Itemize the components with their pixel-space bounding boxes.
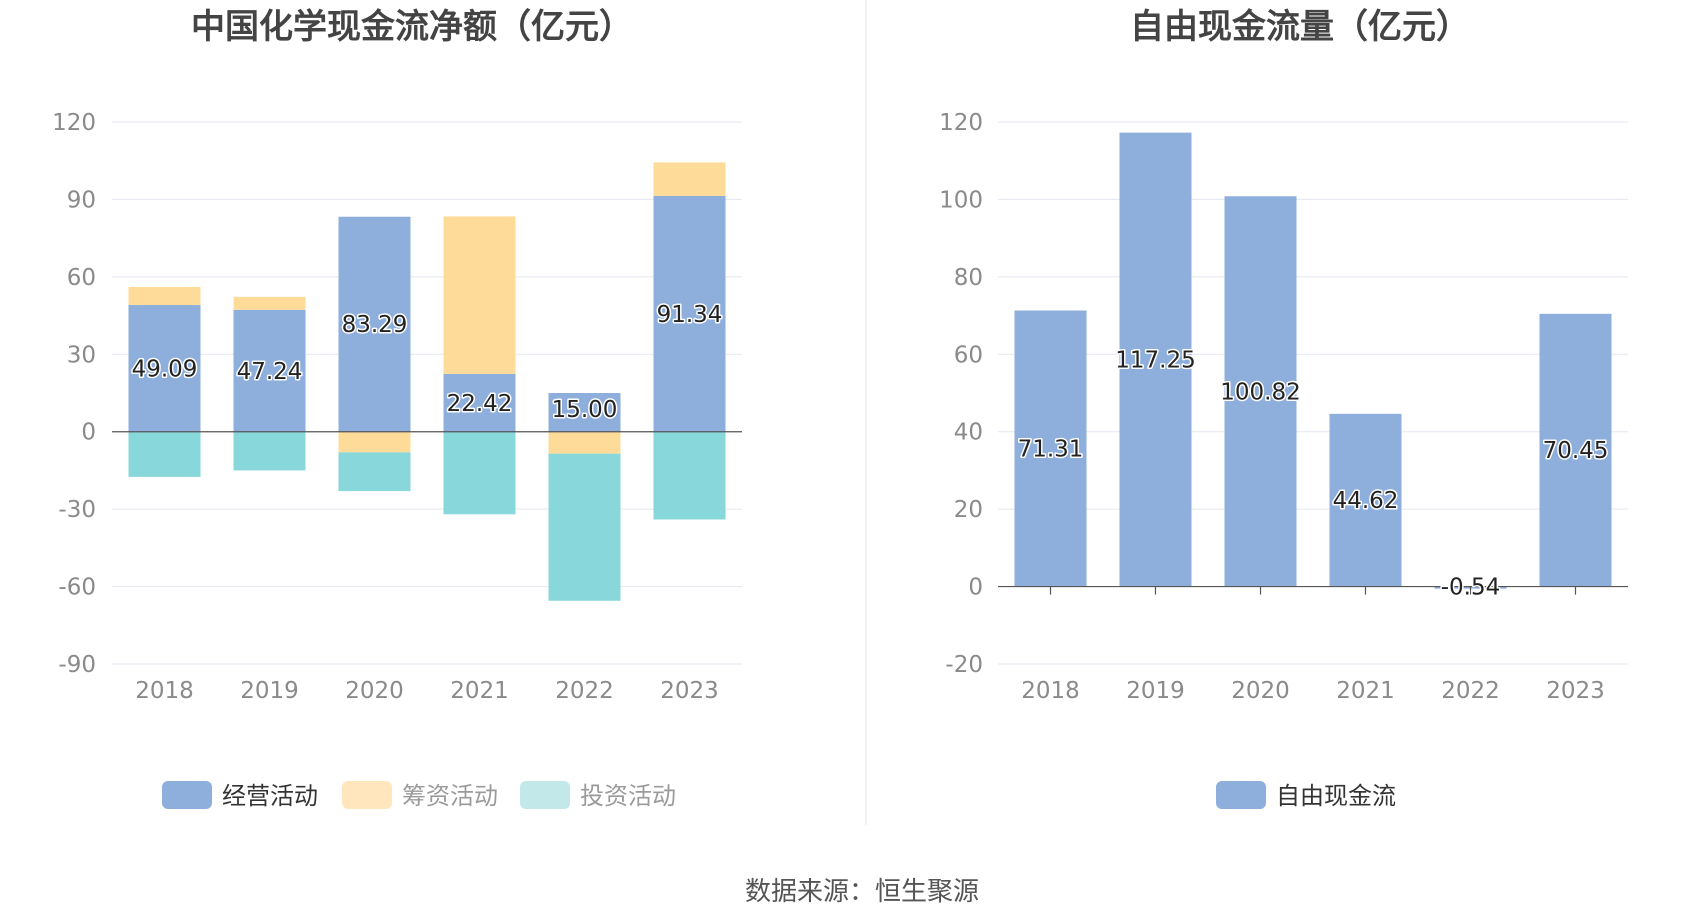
data-label-2022: -0.54 (1441, 575, 1501, 601)
bar-经营活动-2019 (233, 309, 306, 432)
y-tick-label: 120 (52, 110, 96, 136)
y-tick-label: 30 (67, 342, 96, 368)
data-label-2023: 91.34 (657, 302, 723, 328)
data-source-label: 数据来源：恒生聚源 (745, 877, 979, 907)
y-tick-label: -30 (58, 497, 96, 523)
bar-投资活动-2023 (653, 431, 726, 520)
bar-自由现金流-2018 (1014, 310, 1087, 587)
legend-swatch-筹资活动 (342, 781, 392, 809)
y-tick-label: 60 (954, 342, 983, 368)
bar-投资活动-2019 (233, 431, 306, 471)
data-label-2020: 100.82 (1220, 379, 1300, 405)
y-tick-label: 100 (939, 187, 983, 213)
x-tick-label: 2019 (1126, 678, 1185, 704)
legend-swatch-投资活动 (520, 781, 570, 809)
data-label-2021: 44.62 (1333, 488, 1399, 514)
x-tick-label: 2020 (345, 678, 404, 704)
bar-经营活动-2020 (338, 216, 411, 432)
y-tick-label: 120 (939, 110, 983, 136)
legend-label-筹资活动: 筹资活动 (402, 782, 498, 810)
x-tick-label: 2021 (1336, 678, 1395, 704)
x-tick-label: 2018 (135, 678, 194, 704)
data-label-2018: 49.09 (132, 356, 198, 382)
legend-label-经营活动: 经营活动 (222, 782, 318, 810)
bar-经营活动-2018 (128, 305, 201, 432)
data-label-2020: 83.29 (342, 312, 408, 338)
bar-经营活动-2022 (548, 393, 621, 432)
x-tick-label: 2018 (1021, 678, 1080, 704)
bar-投资活动-2022 (548, 453, 621, 601)
x-tick-label: 2023 (1546, 678, 1605, 704)
data-label-2021: 22.42 (447, 391, 513, 417)
x-tick-label: 2022 (555, 678, 614, 704)
data-label-2019: 117.25 (1115, 348, 1195, 374)
chart-2-title: 自由现金流量（亿元） (1130, 7, 1470, 47)
x-tick-label: 2019 (240, 678, 299, 704)
bar-经营活动-2021 (443, 373, 516, 432)
legend-swatch-自由现金流 (1216, 781, 1266, 809)
y-tick-label: 0 (81, 420, 96, 446)
y-tick-label: 40 (954, 420, 983, 446)
bar-筹资活动-2019 (233, 296, 306, 310)
bar-筹资活动-2018 (128, 286, 201, 306)
x-tick-label: 2020 (1231, 678, 1290, 704)
y-tick-label: -60 (58, 575, 96, 601)
y-tick-label: -20 (945, 652, 983, 678)
x-tick-label: 2021 (450, 678, 509, 704)
legend-swatch-经营活动 (162, 781, 212, 809)
y-tick-label: 20 (954, 497, 983, 523)
bar-筹资活动-2022 (548, 431, 621, 454)
data-label-2022: 15.00 (552, 397, 618, 423)
bar-筹资活动-2023 (653, 162, 726, 196)
y-tick-label: 80 (954, 265, 983, 291)
legend-label-投资活动: 投资活动 (580, 782, 676, 810)
bar-筹资活动-2021 (443, 216, 516, 374)
data-label-2019: 47.24 (237, 359, 303, 385)
data-label-2023: 70.45 (1543, 438, 1609, 464)
data-label-2018: 71.31 (1018, 437, 1084, 463)
bar-筹资活动-2020 (338, 431, 411, 453)
x-tick-label: 2022 (1441, 678, 1500, 704)
bar-自由现金流-2023 (1539, 313, 1612, 587)
bar-投资活动-2020 (338, 452, 411, 492)
bar-自由现金流-2021 (1329, 413, 1402, 587)
y-tick-label: 0 (968, 575, 983, 601)
bar-投资活动-2021 (443, 431, 516, 515)
y-tick-label: 90 (67, 187, 96, 213)
chart-1-title: 中国化学现金流净额（亿元） (191, 7, 633, 47)
legend-label-自由现金流: 自由现金流 (1276, 782, 1396, 810)
x-tick-label: 2023 (660, 678, 719, 704)
y-tick-label: 60 (67, 265, 96, 291)
bar-自由现金流-2019 (1119, 132, 1192, 587)
bar-投资活动-2018 (128, 431, 201, 477)
bar-自由现金流-2020 (1224, 196, 1297, 587)
bar-经营活动-2023 (653, 195, 726, 432)
y-tick-label: -90 (58, 652, 96, 678)
